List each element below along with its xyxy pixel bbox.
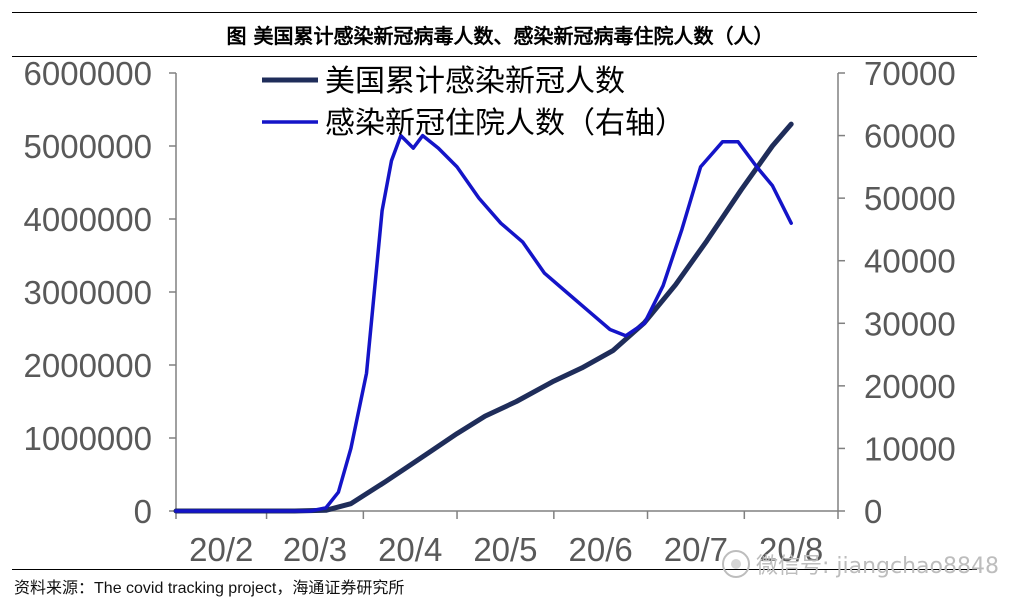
- right-tick-label: 50000: [864, 180, 956, 217]
- right-tick-label: 0: [864, 493, 882, 530]
- x-tick-label: 20/2: [189, 531, 253, 568]
- source-suffix: ，海通证券研究所: [276, 578, 405, 597]
- source-text: The covid tracking project: [94, 580, 277, 597]
- right-tick-label: 20000: [864, 368, 956, 405]
- x-tick-label: 20/8: [759, 531, 823, 568]
- source-note: 资料来源：The covid tracking project，海通证券研究所: [14, 574, 404, 598]
- watermark: 微信号: jiangchao8848: [722, 548, 999, 580]
- right-tick-label: 70000: [864, 55, 956, 92]
- right-tick-label: 30000: [864, 305, 956, 342]
- x-tick-label: 20/6: [569, 531, 633, 568]
- left-tick-label: 1000000: [24, 420, 152, 457]
- x-tick-label: 20/4: [378, 531, 442, 568]
- series-line-cumulative-cases: [173, 121, 794, 514]
- x-tick-label: 20/7: [664, 531, 728, 568]
- series-line-hospitalized: [174, 133, 793, 513]
- right-tick-label: 60000: [864, 118, 956, 155]
- left-tick-label: 6000000: [24, 55, 152, 92]
- left-tick-label: 3000000: [24, 274, 152, 311]
- watermark-text: 微信号: jiangchao8848: [756, 554, 999, 579]
- title-rule: [12, 56, 977, 57]
- left-tick-label: 2000000: [24, 347, 152, 384]
- x-tick-label: 20/5: [473, 531, 537, 568]
- left-tick-label: 0: [134, 493, 152, 530]
- legend-label: 美国累计感染新冠人数: [325, 64, 625, 99]
- right-tick-label: 10000: [864, 430, 956, 467]
- left-tick-label: 5000000: [24, 128, 152, 165]
- source-prefix: 资料来源：: [14, 578, 95, 597]
- bottom-rule: [12, 569, 977, 570]
- left-tick-label: 4000000: [24, 201, 152, 238]
- x-tick-label: 20/3: [283, 531, 347, 568]
- right-tick-label: 40000: [864, 243, 956, 280]
- top-rule: [12, 12, 977, 13]
- legend-label: 感染新冠住院人数（右轴）: [325, 106, 685, 141]
- chart-title: 图 美国累计感染新冠病毒人数、感染新冠病毒住院人数（人）: [226, 24, 774, 48]
- wechat-icon: [722, 550, 750, 578]
